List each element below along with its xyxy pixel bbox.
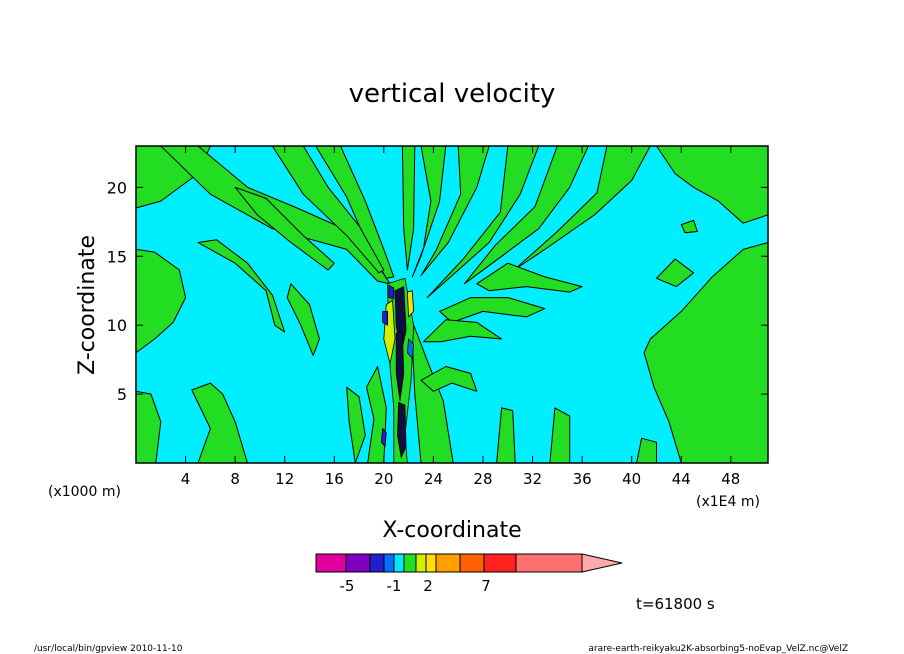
y-axis: 5 10 15 20 (107, 178, 768, 404)
time-label: t=61800 s (636, 595, 715, 613)
colorbar-swatch (383, 553, 395, 573)
chart-title: vertical velocity (349, 79, 556, 109)
plot-frame (135, 145, 769, 464)
colorbar-swatch (403, 553, 417, 573)
positive-region (636, 437, 657, 463)
positive-region (420, 146, 490, 277)
positive-region (411, 146, 447, 278)
positive-region (423, 319, 503, 343)
positive-region (643, 242, 768, 463)
x-axis: 4 8 12 16 20 24 28 32 36 40 44 48 (181, 146, 740, 488)
updraft-core (380, 277, 415, 463)
x-tick-label: 20 (374, 470, 393, 488)
positive-region (401, 146, 416, 271)
colorbar-swatch (483, 553, 517, 573)
plot-area (136, 146, 768, 463)
x-tick-label: 24 (424, 470, 443, 488)
positive-region (463, 146, 589, 285)
colorbar-swatch (425, 553, 437, 573)
x-tick-label: 48 (721, 470, 740, 488)
positive-region (197, 239, 286, 333)
positive-region (496, 407, 516, 463)
colorbar-swatch (459, 553, 485, 573)
colorbar-swatch (435, 553, 461, 573)
positive-region (426, 146, 540, 299)
colorbar-tick-label: -1 (387, 577, 402, 595)
y-tick-label: 15 (107, 247, 127, 266)
colorbar (315, 553, 623, 573)
core-cell (406, 290, 415, 318)
x-tick-label: 40 (622, 470, 641, 488)
colorbar-tick-label: 2 (423, 577, 433, 595)
positive-region (680, 219, 698, 234)
colorbar-tick-label: -5 (340, 577, 355, 595)
core-cell (394, 285, 407, 353)
core-cell (406, 338, 415, 360)
core-cell (382, 310, 389, 326)
core-cell (395, 330, 405, 402)
x-tick-label: 28 (473, 470, 492, 488)
y-tick-label: 5 (117, 385, 127, 404)
footer-right: arare-earth-reikyaku2K-absorbing5-noEvap… (588, 644, 848, 654)
x-unit-right: (x1E4 m) (696, 494, 760, 510)
core-cell (388, 284, 395, 300)
positive-region (656, 146, 768, 224)
y-tick-label: 20 (107, 178, 127, 197)
colorbar-swatch (369, 553, 385, 573)
colorbar-tick-label: 7 (481, 577, 491, 595)
core-cell (397, 401, 407, 459)
x-tick-label: 16 (325, 470, 344, 488)
x-tick-label: 36 (573, 470, 592, 488)
positive-region (476, 262, 583, 293)
core-cell (380, 427, 387, 448)
x-tick-label: 12 (275, 470, 294, 488)
positive-region (346, 386, 366, 463)
positive-region (271, 146, 385, 274)
colorbar-arrow (581, 553, 623, 573)
colorbar-tick-labels: -5 -1 2 7 (340, 577, 491, 595)
x-tick-label: 44 (672, 470, 691, 488)
x-axis-label: X-coordinate (382, 518, 521, 543)
positive-region (315, 146, 395, 279)
positive-region (286, 283, 320, 356)
footer-left: /usr/local/bin/gpview 2010-11-10 (34, 644, 183, 654)
colorbar-swatch (315, 553, 347, 573)
positive-region (136, 248, 187, 354)
positive-region (234, 186, 335, 271)
x-tick-label: 4 (181, 470, 191, 488)
y-axis-label: Z-coordinate (75, 235, 100, 375)
x-unit-left: (x1000 m) (48, 484, 121, 500)
x-tick-label: 8 (230, 470, 240, 488)
y-tick-label: 10 (107, 316, 127, 335)
positive-region (513, 146, 651, 271)
colorbar-swatch (393, 553, 405, 573)
colorbar-swatch (515, 553, 583, 573)
x-tick-label: 32 (523, 470, 542, 488)
positive-region (191, 382, 248, 463)
colorbar-swatch (415, 553, 427, 573)
positive-region (656, 258, 695, 288)
positive-region (549, 407, 571, 463)
positive-velocity-regions (136, 146, 768, 463)
positive-region (420, 366, 478, 392)
colorbar-swatch (345, 553, 371, 573)
positive-region (136, 390, 162, 463)
